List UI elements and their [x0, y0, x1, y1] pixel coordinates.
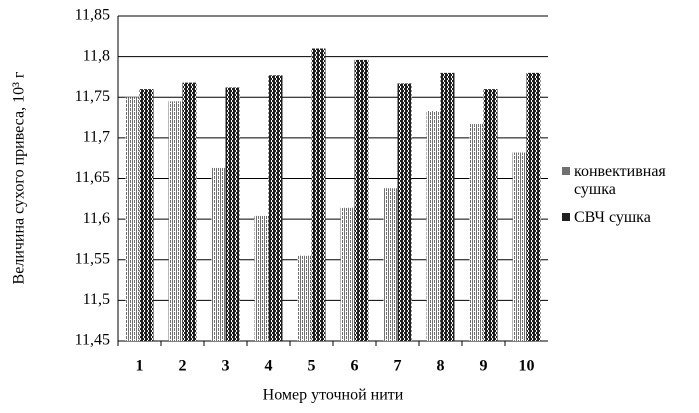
bar: [139, 89, 154, 341]
y-tick-label: 11,6: [83, 210, 110, 227]
x-tick-label: 1: [136, 358, 144, 375]
bar: [440, 72, 455, 341]
bar: [225, 87, 240, 341]
legend-label: конвективная сушка: [574, 163, 666, 198]
bar: [469, 124, 484, 341]
legend-label: СВЧ сушка: [574, 209, 651, 226]
x-tick-label: 4: [265, 358, 273, 375]
legend-swatch: [562, 167, 570, 175]
bar: [268, 75, 283, 341]
x-tick-label: 5: [308, 358, 316, 375]
bar: [426, 111, 441, 341]
y-tick-label: 11,7: [83, 129, 110, 146]
legend: конвективная сушка СВЧ сушка: [562, 163, 694, 237]
bar: [526, 72, 541, 341]
bar: [397, 83, 412, 341]
x-axis-label: Номер уточной нити: [263, 387, 404, 404]
y-tick-label: 11,45: [75, 332, 110, 349]
y-axis-label: Величина сухого привеса, 10³ г: [11, 71, 28, 284]
y-tick-label: 11,5: [83, 291, 110, 308]
y-tick-label: 11,55: [75, 250, 110, 267]
bar: [182, 82, 197, 341]
bar: [483, 89, 498, 341]
x-tick-label: 8: [437, 358, 445, 375]
bar: [254, 215, 269, 341]
bar: [512, 152, 527, 341]
x-tick-label: 2: [179, 358, 187, 375]
x-tick-label: 3: [222, 358, 230, 375]
y-tick-label: 11,8: [83, 47, 110, 64]
y-tick-label: 11,85: [75, 7, 110, 24]
y-tick-label: 11,65: [75, 169, 110, 186]
legend-swatch: [562, 213, 570, 221]
legend-item: СВЧ сушка: [562, 209, 694, 227]
x-tick-label: 6: [351, 358, 359, 375]
x-tick-label: 10: [519, 358, 535, 375]
bar: [211, 167, 226, 341]
bar: [297, 255, 312, 341]
bar: [168, 101, 183, 341]
y-tick-label: 11,75: [75, 88, 110, 105]
bar: [125, 97, 140, 341]
x-tick-label: 7: [394, 358, 402, 375]
bar: [311, 48, 326, 341]
bar: [340, 207, 355, 341]
legend-item: конвективная сушка: [562, 163, 694, 199]
bar: [354, 59, 369, 341]
x-tick-label: 9: [480, 358, 488, 375]
bar: [383, 188, 398, 341]
